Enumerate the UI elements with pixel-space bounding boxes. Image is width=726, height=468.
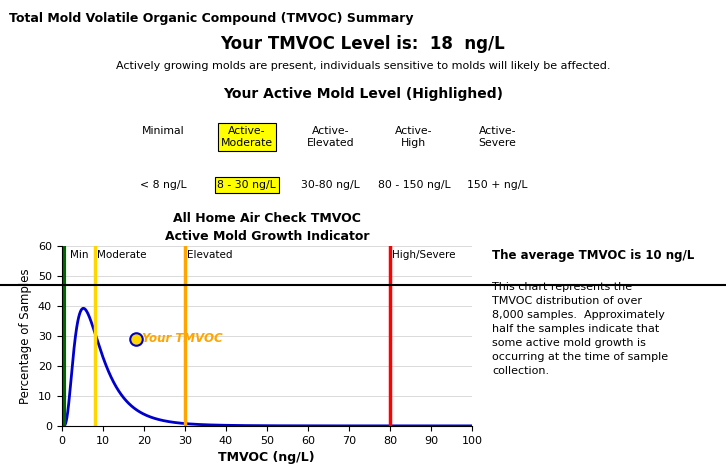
Text: 80 - 150 ng/L: 80 - 150 ng/L [378, 180, 450, 190]
Text: Total Mold Volatile Organic Compound (TMVOC) Summary: Total Mold Volatile Organic Compound (TM… [9, 12, 413, 25]
Text: Your TMVOC: Your TMVOC [142, 332, 222, 345]
Text: Active-
Moderate: Active- Moderate [221, 126, 273, 148]
Text: Minimal: Minimal [142, 126, 184, 136]
Text: This chart represents the
TMVOC distribution of over
8,000 samples.  Approximate: This chart represents the TMVOC distribu… [492, 282, 669, 376]
Text: The average TMVOC is 10 ng/L: The average TMVOC is 10 ng/L [492, 249, 695, 262]
Text: Actively growing molds are present, individuals sensitive to molds will likely b: Actively growing molds are present, indi… [115, 61, 611, 71]
X-axis label: TMVOC (ng/L): TMVOC (ng/L) [219, 451, 315, 464]
Text: Your Active Mold Level (Highlighed): Your Active Mold Level (Highlighed) [223, 87, 503, 101]
Text: Active-
High: Active- High [395, 126, 433, 148]
Text: Active-
Elevated: Active- Elevated [306, 126, 354, 148]
Y-axis label: Percentage of Samples: Percentage of Samples [20, 268, 33, 403]
Text: 30-80 ng/L: 30-80 ng/L [301, 180, 359, 190]
Text: < 8 ng/L: < 8 ng/L [140, 180, 187, 190]
Text: Elevated: Elevated [187, 250, 232, 260]
Text: Min: Min [70, 250, 89, 260]
Title: All Home Air Check TMVOC
Active Mold Growth Indicator: All Home Air Check TMVOC Active Mold Gro… [165, 212, 369, 243]
Text: Active-
Severe: Active- Severe [478, 126, 516, 148]
Text: Your TMVOC Level is:  18  ng/L: Your TMVOC Level is: 18 ng/L [221, 35, 505, 53]
Text: 8 - 30 ng/L: 8 - 30 ng/L [218, 180, 276, 190]
Text: 150 + ng/L: 150 + ng/L [467, 180, 528, 190]
Text: Moderate: Moderate [97, 250, 146, 260]
Text: High/Severe: High/Severe [392, 250, 455, 260]
